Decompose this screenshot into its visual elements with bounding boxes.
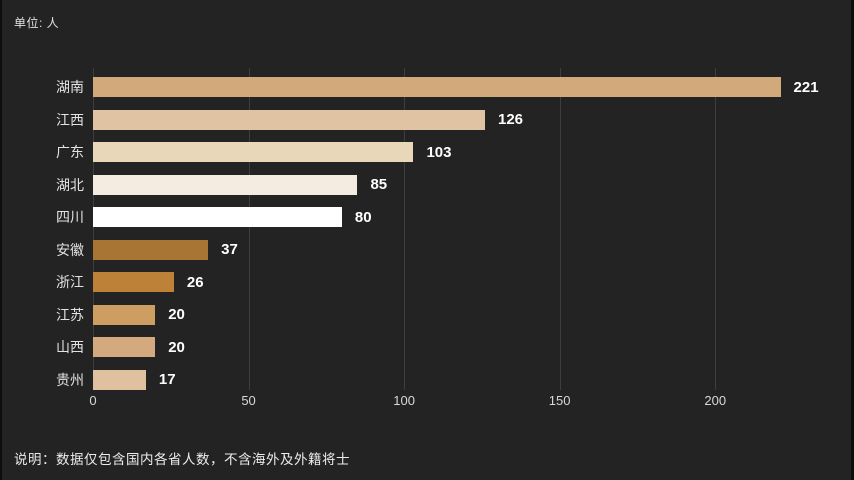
value-label: 37 (221, 241, 238, 259)
category-label: 广东 (56, 144, 84, 161)
bar (93, 109, 485, 130)
category-label: 安徽 (56, 241, 84, 258)
bar-chart: 湖南 221 江西 126 广东 103 湖北 85 四川 80 安徽 37 浙江 26 江苏 20 山西 20 贵… (0, 71, 854, 396)
bar-row: 江西 126 (0, 104, 854, 137)
bar-row: 浙江 26 (0, 266, 854, 299)
bar (93, 304, 156, 325)
bar (93, 142, 414, 163)
bar (93, 174, 358, 195)
value-label: 85 (370, 176, 388, 194)
category-label: 江苏 (56, 306, 84, 323)
bar-row: 山西 20 (0, 331, 854, 364)
value-label: 221 (793, 78, 819, 96)
category-label: 四川 (56, 209, 84, 226)
bar-row: 安徽 37 (0, 234, 854, 267)
bar-row: 湖北 85 (0, 169, 854, 202)
value-label: 103 (426, 143, 452, 161)
bar (93, 272, 174, 293)
value-label: 80 (354, 208, 372, 226)
category-label: 湖南 (56, 79, 84, 96)
value-label: 17 (158, 371, 176, 389)
value-label: 20 (168, 338, 185, 356)
bar-row: 贵州 17 (0, 364, 854, 397)
value-label: 26 (186, 273, 204, 291)
bar (93, 369, 146, 390)
bar-row: 湖南 221 (0, 71, 854, 104)
bar-row: 四川 80 (0, 201, 854, 234)
bar (93, 207, 342, 228)
bar (93, 77, 781, 98)
bar-row: 广东 103 (0, 136, 854, 169)
left-edge-strip (0, 0, 2, 480)
bar (93, 239, 209, 260)
category-label: 湖北 (56, 176, 84, 193)
value-label: 20 (168, 306, 185, 324)
category-label: 山西 (56, 339, 84, 356)
category-label: 江西 (56, 111, 84, 128)
bar (93, 337, 156, 358)
unit-label: 单位: 人 (14, 16, 60, 30)
value-label: 126 (498, 111, 524, 129)
right-edge-strip (851, 0, 854, 480)
note-text: 说明：数据仅包含国内各省人数，不含海外及外籍将士 (14, 452, 350, 467)
category-label: 浙江 (56, 274, 84, 291)
bar-row: 江苏 20 (0, 299, 854, 332)
category-label: 贵州 (56, 371, 84, 388)
